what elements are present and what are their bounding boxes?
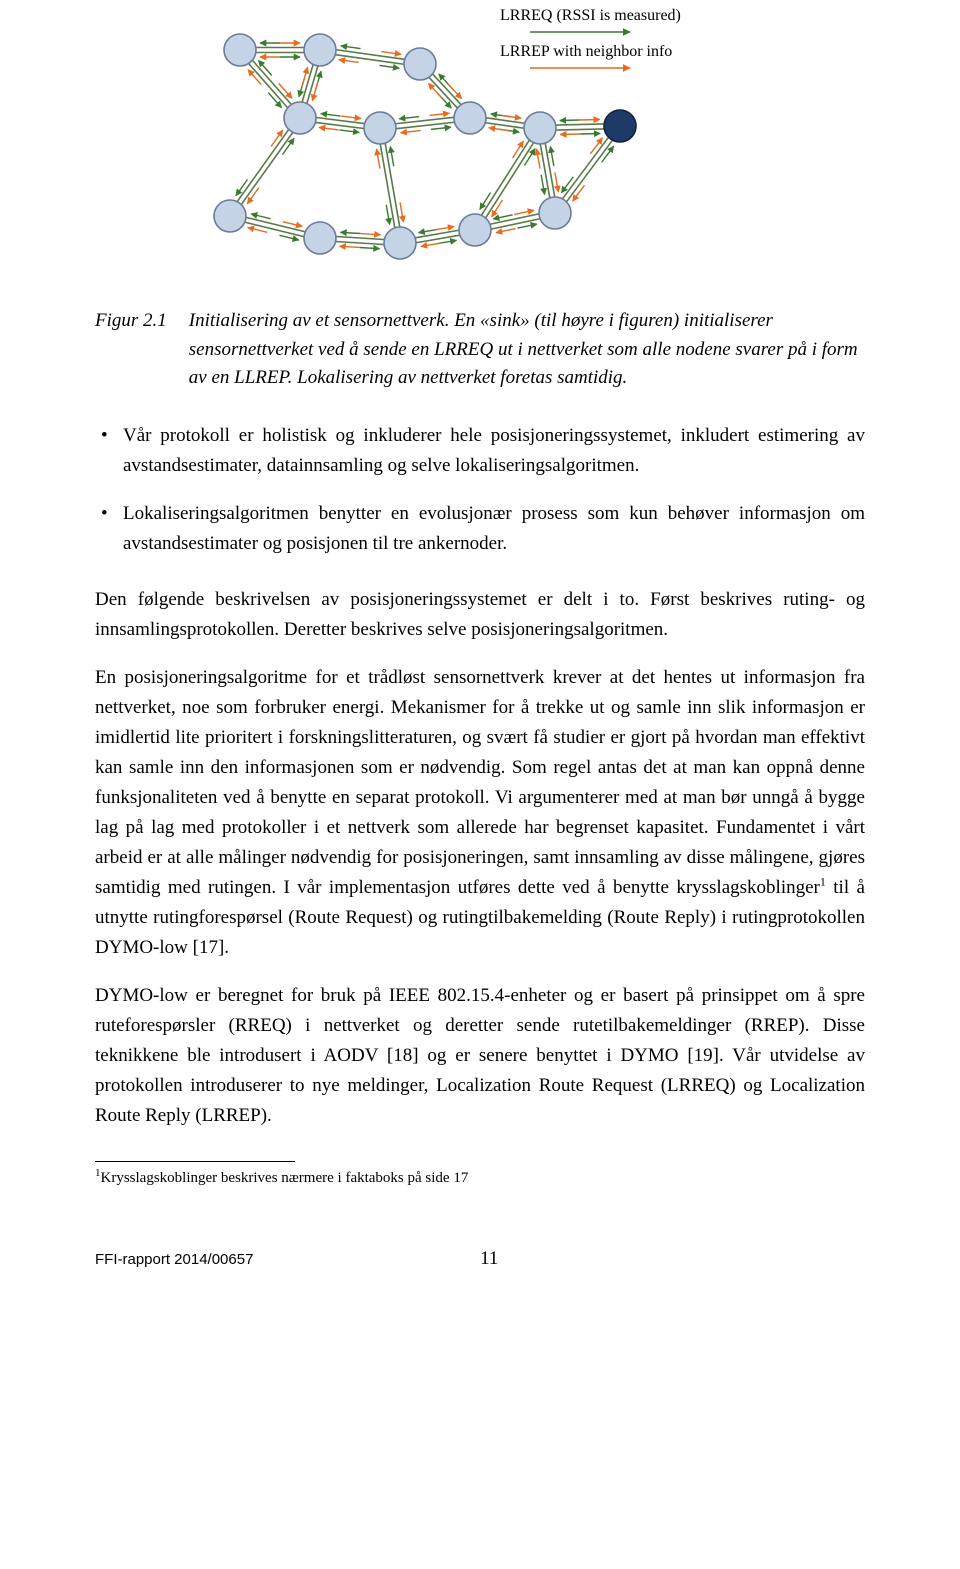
list-item: Lokaliseringsalgoritmen benytter en evol… [95,499,865,559]
paragraph: En posisjoneringsalgoritme for et trådlø… [95,663,865,963]
sensor-node [524,112,556,144]
list-item: Vår protokoll er holistisk og inkluderer… [95,421,865,481]
sensor-node [304,222,336,254]
sensor-node [384,227,416,259]
sensor-node [539,197,571,229]
figure-2-1: LRREQ (RSSI is measured) LRREP with neigh… [95,8,865,283]
sensor-node [304,34,336,66]
page-footer: FFI-rapport 2014/00657 11 [95,1248,865,1270]
sensor-node [224,34,256,66]
sensor-node [459,214,491,246]
sensor-node [284,102,316,134]
sensor-node [404,48,436,80]
network-diagram: LRREQ (RSSI is measured) LRREP with neigh… [170,8,790,278]
paragraph-text: En posisjoneringsalgoritme for et trådlø… [95,667,865,898]
bullet-list: Vår protokoll er holistisk og inkluderer… [95,421,865,559]
paragraph: DYMO-low er beregnet for bruk på IEEE 80… [95,981,865,1131]
footnote: 1Krysslagskoblinger beskrives nærmere i … [95,1166,865,1189]
footnote-rule [95,1161,295,1162]
paragraph: Den følgende beskrivelsen av posisjoneri… [95,585,865,645]
sensor-node [454,102,486,134]
legend-lrreq-label: LRREQ (RSSI is measured) [500,8,681,24]
footnote-text: Krysslagskoblinger beskrives nærmere i f… [101,1170,469,1186]
legend-lrrep-label: LRREP with neighbor info [500,43,672,60]
figure-caption: Figur 2.1 Initialisering av et sensornet… [95,307,865,393]
caption-label: Figur 2.1 [95,307,189,393]
sensor-node [364,112,396,144]
sensor-node [214,200,246,232]
page-number: 11 [113,1248,865,1270]
caption-text: Initialisering av et sensornettverk. En … [189,307,865,393]
legend: LRREQ (RSSI is measured) LRREP with neigh… [500,8,681,68]
sink-node [604,110,636,142]
